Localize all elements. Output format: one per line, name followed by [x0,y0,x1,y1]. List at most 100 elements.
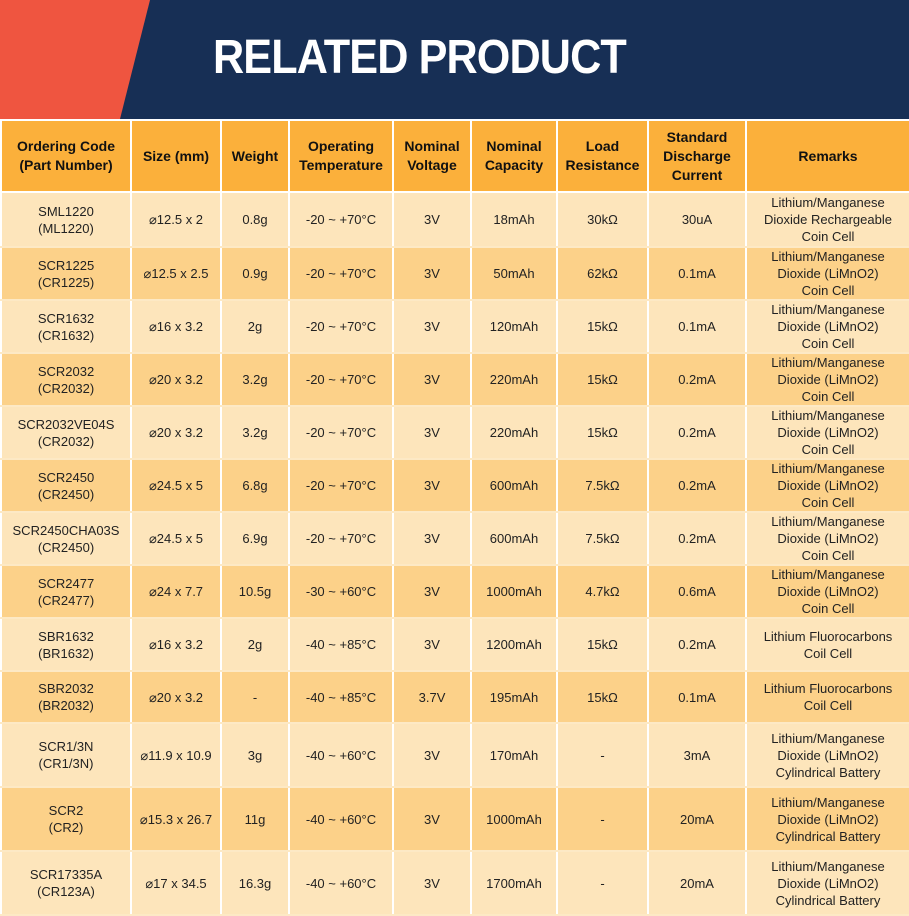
column-header: Nominal Voltage [392,121,472,193]
table-cell: 10.5g [220,565,290,619]
table-cell: 1000mAh [470,565,558,619]
table-cell: SCR1632 (CR1632) [0,300,132,354]
table-cell: 195mAh [470,671,558,724]
table-cell: ⌀12.5 x 2 [130,192,222,248]
table-cell: 4.7kΩ [556,565,649,619]
table-cell: ⌀12.5 x 2.5 [130,247,222,301]
table-cell: 0.2mA [647,406,747,460]
table-cell: ⌀24.5 x 5 [130,459,222,513]
table-cell: -20 ~ +70°C [288,247,394,301]
table-cell: Lithium/Manganese Dioxide (LiMnO2) Coin Ce… [745,300,909,354]
table-cell: 15kΩ [556,300,649,354]
table-cell: - [556,787,649,852]
table-cell: 3V [392,459,472,513]
table-cell: SCR2450CHA03S (CR2450) [0,512,132,566]
table-cell: SCR1/3N (CR1/3N) [0,723,132,788]
table-cell: 0.8g [220,192,290,248]
table-cell: ⌀11.9 x 10.9 [130,723,222,788]
divider [0,119,909,121]
product-table: Ordering Code (Part Number) Size (mm) Weigh… [0,121,909,916]
column-header: Standard Discharge Current [647,121,747,193]
table-cell: 3V [392,353,472,407]
table-cell: 1200mAh [470,618,558,672]
table-cell: SCR1225 (CR1225) [0,247,132,301]
table-cell: 6.8g [220,459,290,513]
table-cell: 3V [392,406,472,460]
table-cell: 0.1mA [647,671,747,724]
table-cell: 3.2g [220,406,290,460]
table-cell: ⌀20 x 3.2 [130,406,222,460]
banner: RELATED PRODUCT [0,0,909,119]
table-cell: -20 ~ +70°C [288,512,394,566]
table-cell: Lithium/Manganese Dioxide (LiMnO2) Coin Ce… [745,459,909,513]
table-cell: Lithium/Manganese Dioxide (LiMnO2) Cylindr… [745,787,909,852]
table-cell: 0.2mA [647,353,747,407]
table-cell: -20 ~ +70°C [288,353,394,407]
column-header: Nominal Capacity [470,121,558,193]
table-cell: 0.1mA [647,300,747,354]
table-cell: - [220,671,290,724]
table-cell: -20 ~ +70°C [288,459,394,513]
table-cell: 3V [392,565,472,619]
table-cell: ⌀24.5 x 5 [130,512,222,566]
table-cell: -30 ~ +60°C [288,565,394,619]
table-cell: 0.2mA [647,512,747,566]
table-cell: SCR2032 (CR2032) [0,353,132,407]
table-cell: Lithium Fluorocarbons Coil Cell [745,618,909,672]
table-cell: SCR2 (CR2) [0,787,132,852]
table-cell: -20 ~ +70°C [288,192,394,248]
table-cell: 50mAh [470,247,558,301]
table-cell: 0.6mA [647,565,747,619]
column-header: Operating Temperature [288,121,394,193]
column-header: Load Resistance [556,121,649,193]
table-cell: 11g [220,787,290,852]
table-row: SCR2 (CR2) ⌀15.3 x 26.7 11g -40 ~ +60°C 3V 100… [0,787,909,852]
table-cell: ⌀20 x 3.2 [130,353,222,407]
table-row: SBR2032 (BR2032) ⌀20 x 3.2- -40 ~ +85°C 3.7V… [0,671,909,724]
table-cell: 2g [220,618,290,672]
table-cell: 1000mAh [470,787,558,852]
table-cell: 3V [392,787,472,852]
table-cell: 3V [392,851,472,916]
table-cell: ⌀16 x 3.2 [130,618,222,672]
table-cell: 3V [392,300,472,354]
table-cell: 2g [220,300,290,354]
table-cell: Lithium/Manganese Dioxide (LiMnO2) Coin Ce… [745,565,909,619]
table-cell: - [556,851,649,916]
table-cell: 0.9g [220,247,290,301]
table-row: SCR2032 (CR2032) ⌀20 x 3.2 3.2g -20 ~ +70°C 3… [0,353,909,407]
table-cell: 220mAh [470,406,558,460]
table-cell: 0.1mA [647,247,747,301]
table-cell: -40 ~ +60°C [288,787,394,852]
table-row: SCR1632 (CR1632) ⌀16 x 3.2 2g -20 ~ +70°C 3V 1… [0,300,909,354]
table-cell: 30uA [647,192,747,248]
table-cell: 3g [220,723,290,788]
table-row: SCR2450 (CR2450) ⌀24.5 x 5 6.8g -20 ~ +70°C 3… [0,459,909,513]
table-cell: 16.3g [220,851,290,916]
table-cell: ⌀24 x 7.7 [130,565,222,619]
table-cell: 15kΩ [556,406,649,460]
table-cell: 0.2mA [647,618,747,672]
banner-accent [0,0,150,119]
table-cell: 20mA [647,851,747,916]
table-cell: ⌀16 x 3.2 [130,300,222,354]
table-cell: 20mA [647,787,747,852]
table-cell: 7.5kΩ [556,459,649,513]
table-cell: 3.2g [220,353,290,407]
table-cell: -20 ~ +70°C [288,406,394,460]
table-cell: 600mAh [470,459,558,513]
table-cell: 1700mAh [470,851,558,916]
table-cell: 600mAh [470,512,558,566]
table-cell: 220mAh [470,353,558,407]
table-cell: 3V [392,192,472,248]
column-header: Ordering Code (Part Number) [0,121,132,193]
table-cell: Lithium/Manganese Dioxide (LiMnO2) Coin Ce… [745,512,909,566]
table-cell: Lithium/Manganese Dioxide (LiMnO2) Coin Ce… [745,247,909,301]
table-cell: - [556,723,649,788]
table-cell: 0.2mA [647,459,747,513]
table-cell: Lithium/Manganese Dioxide (LiMnO2) Coin Ce… [745,406,909,460]
table-row: SML1220 (ML1220) ⌀12.5 x 2 0.8g -20 ~ +70°C 3… [0,192,909,248]
table-cell: SBR1632 (BR1632) [0,618,132,672]
table-cell: 3.7V [392,671,472,724]
table-cell: 3V [392,512,472,566]
